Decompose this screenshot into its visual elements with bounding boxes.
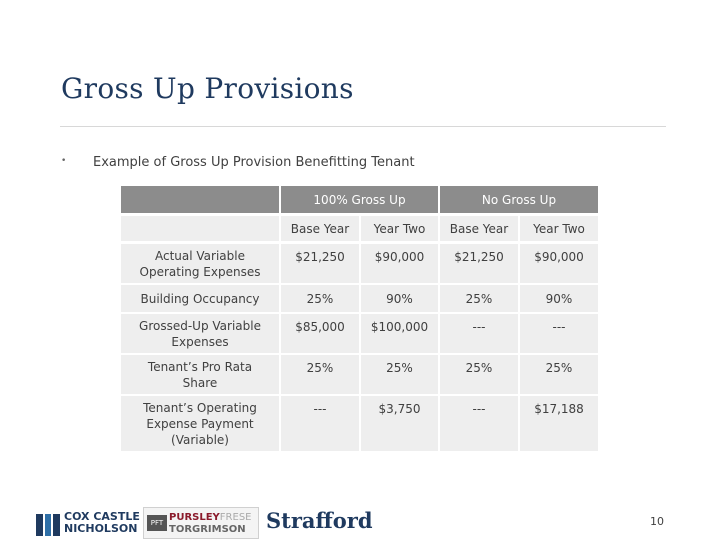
cox-castle-line1: COX CASTLE bbox=[64, 510, 140, 523]
table-cell: $21,250 bbox=[281, 244, 359, 283]
table-cell: 25% bbox=[361, 355, 438, 394]
group-header-100-gross-up: 100% Gross Up bbox=[281, 186, 438, 213]
table-cell: 90% bbox=[361, 285, 438, 312]
group-header-no-gross-up: No Gross Up bbox=[440, 186, 598, 213]
table-cell: 90% bbox=[520, 285, 598, 312]
pursley-frese-emblem-icon: PFT bbox=[147, 515, 167, 531]
strafford-logo: Strafford bbox=[266, 508, 373, 533]
table-cell: 25% bbox=[520, 355, 598, 394]
row-label: Actual Variable Operating Expenses bbox=[121, 244, 279, 283]
subheader-cell: Base Year bbox=[440, 216, 518, 241]
table-cell: $3,750 bbox=[361, 396, 438, 451]
slide-title: Gross Up Provisions bbox=[61, 72, 354, 105]
row-label: Tenant’s Pro Rata Share bbox=[121, 355, 279, 394]
table-cell: --- bbox=[440, 396, 518, 451]
table-cell: --- bbox=[440, 314, 518, 353]
title-divider bbox=[60, 126, 666, 127]
table-cell: --- bbox=[520, 314, 598, 353]
table-cell: 25% bbox=[440, 285, 518, 312]
table-cell: $17,188 bbox=[520, 396, 598, 451]
table-cell: 25% bbox=[281, 285, 359, 312]
subheader-cell: Year Two bbox=[520, 216, 598, 241]
table-cell: $100,000 bbox=[361, 314, 438, 353]
row-label: Tenant’s Operating Expense Payment (Vari… bbox=[121, 396, 279, 451]
table-cell: 25% bbox=[281, 355, 359, 394]
table-cell: --- bbox=[281, 396, 359, 451]
row-label: Building Occupancy bbox=[121, 285, 279, 312]
page-number: 10 bbox=[650, 515, 664, 528]
slide-subtitle: Example of Gross Up Provision Benefittin… bbox=[93, 155, 415, 170]
table-cell: $21,250 bbox=[440, 244, 518, 283]
cox-castle-mark-icon bbox=[36, 514, 60, 536]
pursley-text: PURSLEY bbox=[169, 512, 220, 523]
table-cell: $90,000 bbox=[520, 244, 598, 283]
row-label: Grossed-Up Variable Expenses bbox=[121, 314, 279, 353]
subheader-cell: Base Year bbox=[281, 216, 359, 241]
header-blank bbox=[121, 186, 279, 213]
cox-castle-line2: NICHOLSON bbox=[64, 522, 138, 535]
table-cell: $90,000 bbox=[361, 244, 438, 283]
table-cell: $85,000 bbox=[281, 314, 359, 353]
subheader-blank bbox=[121, 216, 279, 241]
table-cell: 25% bbox=[440, 355, 518, 394]
frese-text: FRESE bbox=[219, 512, 252, 523]
torgrimson-text: TORGRIMSON bbox=[169, 524, 246, 535]
bullet-marker: • bbox=[61, 156, 67, 166]
subheader-cell: Year Two bbox=[361, 216, 438, 241]
